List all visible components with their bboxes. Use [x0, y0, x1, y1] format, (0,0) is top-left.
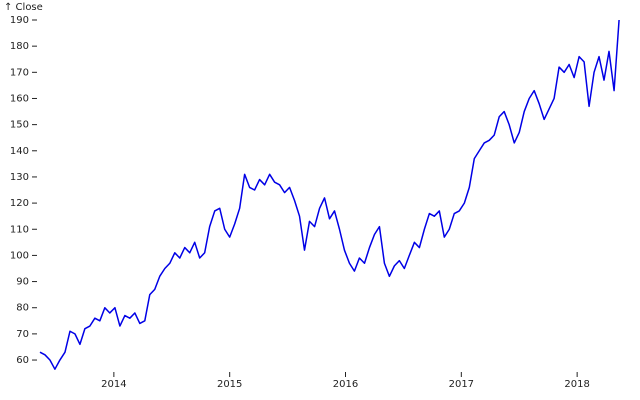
y-tick-label: 100: [10, 250, 29, 261]
x-tick-label: 2014: [101, 379, 126, 390]
y-tick-label: 130: [10, 172, 29, 183]
x-tick-label: 2017: [449, 379, 474, 390]
y-tick-label: 170: [10, 67, 29, 78]
x-tick-label: 2015: [217, 379, 242, 390]
y-tick-label: 90: [16, 277, 29, 288]
y-tick-label: 190: [10, 15, 29, 26]
x-tick-label: 2018: [564, 379, 589, 390]
y-tick-label: 110: [10, 224, 29, 235]
y-tick-label: 180: [10, 41, 29, 52]
y-tick-label: 120: [10, 198, 29, 209]
y-tick-label: 60: [16, 355, 29, 366]
y-tick-label: 160: [10, 93, 29, 104]
price-line: [39, 19, 620, 370]
y-tick-label: 80: [16, 303, 29, 314]
x-tick-label: 2016: [333, 379, 358, 390]
y-tick-label: 70: [16, 329, 29, 340]
y-tick-label: 140: [10, 146, 29, 157]
y-axis-label: ↑ Close: [4, 2, 43, 13]
y-tick-label: 150: [10, 120, 29, 131]
